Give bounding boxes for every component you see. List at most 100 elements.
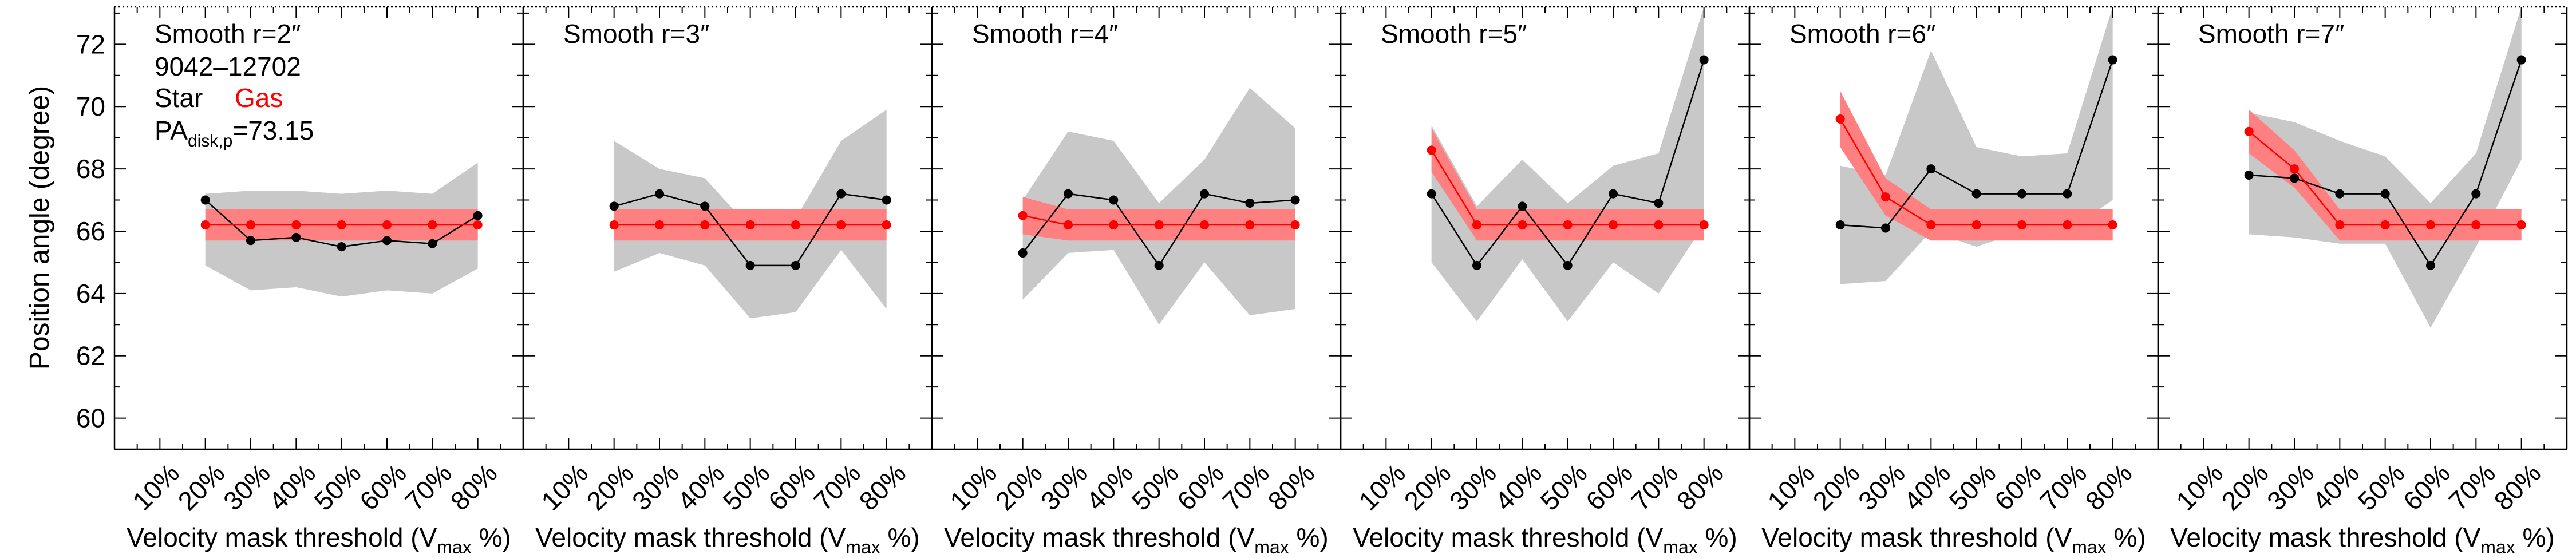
star-uncertainty-band xyxy=(614,109,887,319)
y-tick-label: 68 xyxy=(76,154,105,184)
star-point xyxy=(1881,223,1890,233)
x-axis-label: Velocity mask threshold (Vmax %) xyxy=(1353,523,1737,557)
star-point xyxy=(1971,189,1981,199)
star-point xyxy=(473,211,483,220)
star-point xyxy=(1427,189,1436,199)
gas-point xyxy=(337,220,346,230)
star-point xyxy=(1699,55,1709,65)
star-point xyxy=(1518,201,1527,211)
plot-area xyxy=(1427,7,1709,322)
star-point xyxy=(382,236,392,246)
gas-point xyxy=(2335,220,2345,230)
panel-title: Smooth r=3″ xyxy=(563,19,709,49)
gas-point xyxy=(2380,220,2390,230)
star-point xyxy=(246,236,255,246)
y-tick-label: 66 xyxy=(76,216,105,246)
y-axis-label: Position angle (degree) xyxy=(25,86,55,370)
star-point xyxy=(655,189,664,199)
x-axis-label: Velocity mask threshold (Vmax %) xyxy=(944,523,1328,557)
gas-point xyxy=(1109,220,1119,230)
star-uncertainty-band xyxy=(2249,7,2522,328)
gas-point xyxy=(2063,220,2072,230)
panel-title: Smooth r=5″ xyxy=(1381,19,1527,49)
gas-uncertainty-band xyxy=(2249,109,2522,241)
star-point xyxy=(1154,260,1164,270)
gas-point xyxy=(2471,220,2481,230)
gas-point xyxy=(1018,211,1028,220)
x-axis-label: Velocity mask threshold (Vmax %) xyxy=(127,523,511,557)
star-point xyxy=(1018,248,1028,258)
gas-point xyxy=(1971,220,1981,230)
star-point xyxy=(1200,189,1209,199)
gas-point xyxy=(1699,220,1709,230)
gas-point xyxy=(2290,164,2299,174)
gas-point xyxy=(655,220,664,230)
star-point xyxy=(2108,55,2117,65)
gas-point xyxy=(1427,145,1436,155)
gas-point xyxy=(428,220,437,230)
plot-area xyxy=(200,163,483,297)
star-point xyxy=(882,195,891,205)
star-point xyxy=(2290,173,2299,183)
star-point xyxy=(2244,170,2254,180)
plot-area xyxy=(609,109,891,319)
gas-point xyxy=(473,220,483,230)
star-uncertainty-band xyxy=(1431,7,1704,322)
gas-point xyxy=(1518,220,1527,230)
gas-point xyxy=(1609,220,1618,230)
plot-area xyxy=(1018,88,1300,325)
star-point xyxy=(2017,189,2026,199)
star-point xyxy=(791,260,800,270)
star-point xyxy=(2471,189,2481,199)
gas-point xyxy=(791,220,800,230)
gas-point xyxy=(2516,220,2526,230)
gas-point xyxy=(2426,220,2435,230)
star-point xyxy=(2063,189,2072,199)
gas-point xyxy=(1881,192,1890,202)
star-uncertainty-band xyxy=(1022,88,1295,325)
star-point xyxy=(1109,195,1119,205)
panel-title: Smooth r=4″ xyxy=(972,19,1118,49)
pa-disk-label: PAdisk,p=73.15 xyxy=(155,116,314,151)
star-point xyxy=(609,201,619,211)
star-point xyxy=(337,242,346,252)
y-tick-label: 72 xyxy=(76,29,105,59)
galaxy-id-label: 9042–12702 xyxy=(155,52,301,81)
star-point xyxy=(1835,220,1845,230)
star-point xyxy=(1290,195,1300,205)
gas-point xyxy=(1654,220,1664,230)
panel-title: Smooth r=7″ xyxy=(2198,19,2344,49)
legend-gas: Gas xyxy=(235,83,283,113)
star-point xyxy=(291,232,301,242)
gas-point xyxy=(2244,126,2254,136)
gas-point xyxy=(745,220,755,230)
gas-point xyxy=(836,220,846,230)
gas-point xyxy=(609,220,619,230)
gas-point xyxy=(882,220,891,230)
gas-point xyxy=(200,220,210,230)
x-axis-label: Velocity mask threshold (Vmax %) xyxy=(535,523,919,557)
gas-uncertainty-band xyxy=(1022,197,1295,241)
star-point xyxy=(1926,164,1936,174)
gas-point xyxy=(1064,220,1073,230)
star-point xyxy=(1654,198,1664,208)
y-tick-label: 60 xyxy=(76,403,105,433)
gas-point xyxy=(2108,220,2117,230)
gas-point xyxy=(1290,220,1300,230)
gas-point xyxy=(291,220,301,230)
gas-point xyxy=(382,220,392,230)
y-tick-label: 62 xyxy=(76,341,105,371)
plot-area xyxy=(1835,7,2117,284)
star-point xyxy=(2516,55,2526,65)
star-point xyxy=(2426,260,2435,270)
star-point xyxy=(1064,189,1073,199)
panel-title: Smooth r=2″ xyxy=(155,19,301,49)
star-point xyxy=(1245,198,1255,208)
star-point xyxy=(200,195,210,205)
gas-point xyxy=(1926,220,1936,230)
gas-point xyxy=(1472,220,1481,230)
y-tick-label: 64 xyxy=(76,279,105,308)
gas-uncertainty-band xyxy=(1431,128,1704,241)
gas-point xyxy=(700,220,710,230)
star-point xyxy=(745,260,755,270)
